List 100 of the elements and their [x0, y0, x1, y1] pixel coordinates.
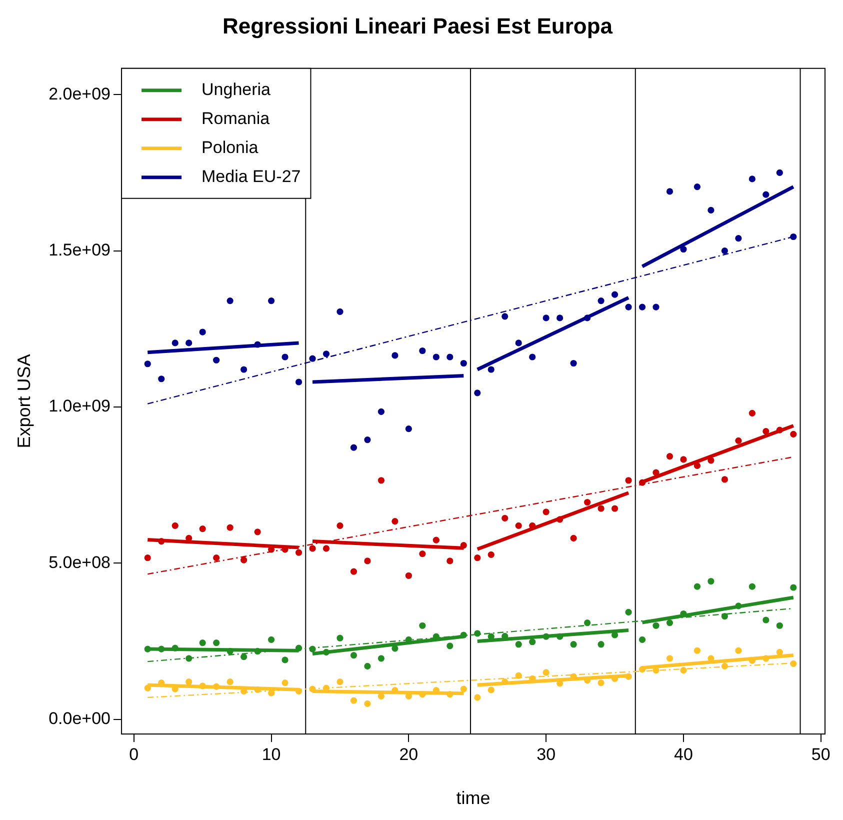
point	[419, 691, 426, 698]
point	[502, 678, 508, 686]
point	[254, 528, 261, 536]
point	[680, 246, 687, 253]
point	[708, 206, 714, 214]
point	[199, 639, 206, 646]
point	[762, 191, 770, 198]
point	[392, 645, 398, 652]
point	[186, 534, 192, 542]
point	[694, 647, 701, 654]
point	[282, 656, 288, 664]
point	[460, 542, 467, 549]
point	[460, 686, 467, 692]
point	[474, 630, 481, 637]
legend-label: Polonia	[202, 138, 259, 158]
point	[322, 350, 330, 358]
point	[735, 647, 742, 654]
point	[762, 428, 770, 435]
point	[666, 655, 674, 662]
point	[638, 666, 646, 673]
point	[790, 430, 797, 438]
point	[186, 340, 192, 346]
point	[364, 662, 371, 670]
point	[529, 522, 536, 529]
point	[598, 505, 604, 512]
point	[638, 636, 646, 643]
point	[419, 550, 426, 558]
point	[652, 622, 660, 629]
point	[625, 608, 632, 616]
point	[446, 354, 454, 360]
point	[446, 691, 454, 698]
point	[502, 313, 508, 320]
x-tick-label: 40	[674, 744, 693, 764]
point	[158, 538, 165, 545]
point	[378, 477, 385, 484]
point	[721, 612, 728, 620]
point	[364, 436, 371, 444]
point	[405, 426, 412, 432]
point	[556, 314, 564, 322]
point	[515, 641, 522, 648]
point	[144, 684, 151, 692]
point	[790, 233, 797, 240]
point	[762, 655, 770, 662]
point	[625, 477, 632, 484]
point	[542, 633, 550, 640]
point	[446, 558, 454, 564]
point	[474, 694, 481, 701]
point	[776, 648, 783, 656]
point	[364, 700, 371, 708]
point	[213, 554, 220, 562]
point	[240, 654, 248, 660]
point	[405, 572, 412, 579]
point	[529, 638, 536, 646]
point	[584, 498, 591, 506]
point	[611, 632, 618, 638]
point	[186, 678, 192, 686]
point	[488, 633, 494, 640]
point	[158, 646, 165, 652]
point	[598, 641, 604, 648]
y-tick-label: 1.5e+09	[48, 240, 111, 260]
point	[322, 545, 330, 552]
point	[694, 183, 701, 190]
point	[172, 644, 178, 652]
point	[488, 551, 494, 558]
point	[721, 476, 728, 483]
point	[295, 549, 302, 556]
point	[556, 633, 564, 640]
point	[144, 646, 151, 652]
point	[336, 678, 344, 686]
point	[419, 347, 426, 354]
point	[295, 378, 302, 386]
point	[611, 505, 618, 512]
point	[186, 655, 192, 662]
point	[144, 360, 151, 368]
point	[213, 683, 220, 690]
point	[584, 314, 591, 322]
point	[502, 514, 508, 522]
point	[336, 522, 344, 529]
point	[268, 690, 275, 696]
point	[378, 408, 385, 415]
x-tick-label: 20	[399, 744, 418, 764]
point	[721, 662, 728, 670]
point	[666, 188, 674, 195]
point	[735, 602, 742, 610]
point	[226, 297, 234, 304]
point	[488, 686, 494, 694]
point	[515, 672, 522, 679]
chart-title: Regressioni Lineari Paesi Est Europa	[222, 13, 614, 38]
point	[268, 297, 275, 304]
point	[542, 314, 550, 322]
point	[680, 456, 687, 463]
point	[776, 622, 783, 629]
point	[790, 584, 797, 591]
point	[254, 648, 261, 655]
point	[570, 360, 577, 367]
point	[240, 366, 248, 373]
point	[378, 692, 385, 700]
point	[322, 648, 330, 656]
point	[748, 176, 756, 182]
x-tick-label: 10	[262, 744, 281, 764]
